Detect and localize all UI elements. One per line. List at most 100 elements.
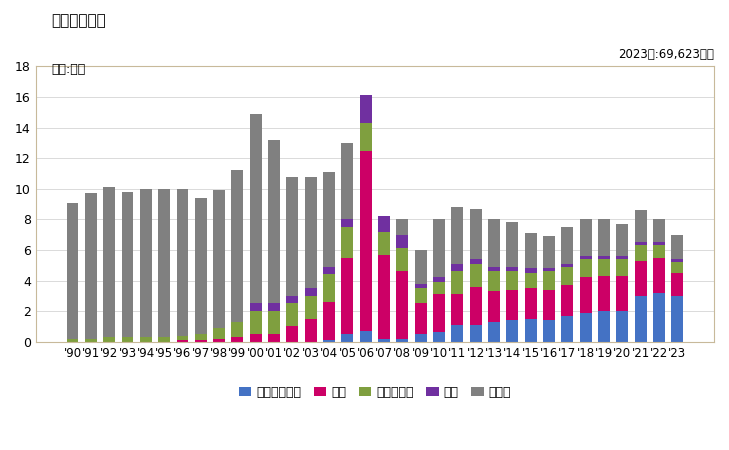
Bar bbox=[580, 219, 591, 256]
Bar bbox=[616, 276, 628, 311]
Bar bbox=[507, 222, 518, 267]
Bar bbox=[341, 227, 354, 257]
Bar bbox=[433, 219, 445, 278]
Bar bbox=[176, 336, 188, 340]
Bar bbox=[323, 340, 335, 342]
Bar bbox=[580, 278, 591, 313]
Bar bbox=[469, 259, 482, 264]
Bar bbox=[415, 303, 426, 334]
Bar bbox=[140, 337, 152, 342]
Bar bbox=[305, 176, 316, 288]
Bar bbox=[359, 123, 372, 151]
Bar bbox=[268, 311, 280, 334]
Bar bbox=[561, 316, 573, 342]
Bar bbox=[213, 190, 225, 328]
Bar bbox=[561, 285, 573, 316]
Bar bbox=[616, 224, 628, 256]
Bar bbox=[671, 296, 683, 342]
Bar bbox=[158, 337, 170, 342]
Bar bbox=[378, 255, 390, 338]
Bar bbox=[598, 256, 610, 259]
Bar bbox=[286, 326, 298, 342]
Bar bbox=[176, 189, 188, 336]
Bar bbox=[286, 176, 298, 296]
Bar bbox=[635, 242, 647, 245]
Bar bbox=[341, 143, 354, 219]
Bar bbox=[85, 338, 97, 342]
Bar bbox=[598, 219, 610, 256]
Bar bbox=[415, 288, 426, 303]
Bar bbox=[653, 257, 665, 293]
Bar bbox=[451, 207, 464, 264]
Bar bbox=[66, 338, 79, 342]
Bar bbox=[488, 291, 500, 322]
Bar bbox=[616, 259, 628, 276]
Bar bbox=[104, 187, 115, 337]
Bar bbox=[397, 235, 408, 248]
Bar bbox=[268, 303, 280, 311]
Bar bbox=[158, 189, 170, 337]
Bar bbox=[305, 296, 316, 319]
Bar bbox=[140, 189, 152, 337]
Bar bbox=[598, 276, 610, 311]
Bar bbox=[543, 320, 555, 342]
Bar bbox=[122, 192, 133, 337]
Bar bbox=[268, 334, 280, 342]
Bar bbox=[415, 334, 426, 342]
Bar bbox=[507, 290, 518, 320]
Bar bbox=[451, 294, 464, 325]
Bar bbox=[305, 319, 316, 342]
Bar bbox=[341, 334, 354, 342]
Bar bbox=[635, 296, 647, 342]
Bar bbox=[397, 219, 408, 235]
Text: 2023年:69,623万本: 2023年:69,623万本 bbox=[618, 48, 714, 61]
Bar bbox=[415, 284, 426, 288]
Bar bbox=[525, 268, 537, 273]
Bar bbox=[671, 262, 683, 273]
Bar bbox=[543, 268, 555, 271]
Legend: インドネシア, 中国, マレーシア, タイ, その他: インドネシア, 中国, マレーシア, タイ, その他 bbox=[233, 381, 516, 404]
Bar bbox=[232, 171, 243, 322]
Bar bbox=[543, 271, 555, 290]
Bar bbox=[433, 294, 445, 333]
Bar bbox=[232, 337, 243, 342]
Bar bbox=[451, 264, 464, 271]
Bar bbox=[323, 267, 335, 274]
Bar bbox=[525, 233, 537, 268]
Bar bbox=[195, 198, 207, 334]
Bar bbox=[323, 172, 335, 267]
Bar bbox=[635, 210, 647, 242]
Bar bbox=[488, 267, 500, 271]
Bar bbox=[250, 303, 262, 311]
Bar bbox=[305, 288, 316, 296]
Bar bbox=[359, 331, 372, 342]
Bar bbox=[653, 293, 665, 342]
Bar bbox=[653, 242, 665, 245]
Bar bbox=[488, 322, 500, 342]
Bar bbox=[561, 264, 573, 267]
Bar bbox=[66, 202, 79, 338]
Bar bbox=[195, 340, 207, 342]
Bar bbox=[415, 250, 426, 284]
Bar bbox=[469, 209, 482, 259]
Bar bbox=[122, 337, 133, 342]
Bar bbox=[671, 273, 683, 296]
Text: 単位:億本: 単位:億本 bbox=[51, 63, 85, 76]
Bar bbox=[451, 271, 464, 294]
Bar bbox=[378, 216, 390, 232]
Bar bbox=[378, 338, 390, 342]
Bar bbox=[104, 337, 115, 342]
Bar bbox=[469, 287, 482, 325]
Bar bbox=[397, 248, 408, 270]
Bar bbox=[653, 245, 665, 257]
Bar bbox=[598, 311, 610, 342]
Bar bbox=[580, 259, 591, 278]
Bar bbox=[250, 334, 262, 342]
Bar bbox=[85, 194, 97, 338]
Bar bbox=[451, 325, 464, 342]
Text: 輸入量の推移: 輸入量の推移 bbox=[51, 14, 106, 28]
Bar bbox=[323, 274, 335, 302]
Bar bbox=[195, 334, 207, 340]
Bar bbox=[488, 219, 500, 267]
Bar bbox=[378, 232, 390, 255]
